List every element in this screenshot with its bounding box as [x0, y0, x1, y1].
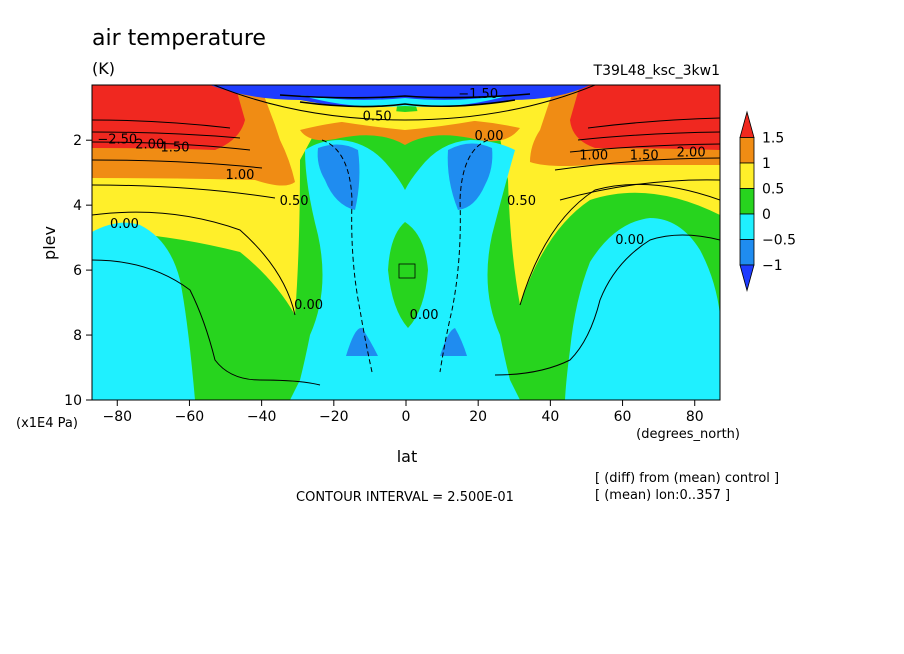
colorbar-segment [739, 162, 755, 189]
field-cyan-south [92, 222, 195, 400]
chart-units: (K) [92, 59, 115, 78]
colorbar-segment [739, 239, 755, 266]
colorbar-label: −1 [762, 258, 783, 274]
contour-label: 0.00 [615, 233, 644, 248]
x-axis-label: lat [397, 447, 418, 466]
y-tick-label: 4 [73, 198, 82, 214]
field-red-north [570, 85, 720, 150]
contour-label: 0.50 [507, 194, 536, 209]
field-blue-north-lower [440, 328, 467, 356]
contour-label: 2.00 [677, 145, 706, 160]
contour-line [554, 117, 720, 201]
contour-label: 1.50 [161, 141, 190, 156]
field-blue-north-upper [447, 143, 493, 210]
colorbar-segment [739, 213, 755, 240]
contour-label: 1.00 [226, 168, 255, 183]
contour-label: 0.00 [410, 308, 439, 323]
x-tick-label: 20 [469, 409, 487, 425]
colorbar: 1.5 1 0.5 0 −0.5 −1 [739, 110, 796, 293]
x-tick-label: 0 [402, 409, 411, 425]
y-tick-label: 10 [64, 393, 82, 409]
contour-lines [92, 85, 720, 386]
contour-interval: CONTOUR INTERVAL = 2.500E-01 [296, 490, 514, 505]
x-tick-label: −80 [102, 409, 132, 425]
experiment-label: T39L48_ksc_3kw1 [593, 63, 720, 79]
contour-label: 2.00 [135, 137, 164, 152]
x-tick-label: −20 [319, 409, 349, 425]
colorbar-segment [739, 110, 755, 138]
y-tick-label: 6 [73, 263, 82, 279]
x-tick-label: 80 [686, 409, 704, 425]
colorbar-segment [739, 188, 755, 215]
contour-label: 0.00 [294, 298, 323, 313]
colorbar-segment [739, 264, 755, 293]
contour-line [494, 234, 720, 376]
colorbar-label: 0 [762, 207, 771, 223]
chart-title: air temperature [92, 26, 266, 51]
field-cyan-north [565, 218, 720, 400]
y-axis-label: plev [40, 226, 59, 260]
y-axis-units: (x1E4 Pa) [16, 416, 78, 431]
mean-note: [ (mean) lon:0..357 ] [595, 488, 730, 503]
x-tick-label: 40 [541, 409, 559, 425]
field-orange-center [300, 119, 520, 145]
contour-label: 0.00 [110, 217, 139, 232]
contour-label: 0.50 [280, 194, 309, 209]
contour-line [321, 139, 373, 373]
contour-line [439, 139, 489, 373]
contour-label: −1.50 [458, 87, 498, 102]
contour-label: −2.50 [97, 132, 137, 147]
field-center-square [398, 263, 416, 279]
colorbar-label: 0.5 [762, 182, 784, 198]
contour-label: 1.00 [579, 149, 608, 164]
x-tick-label: 60 [614, 409, 632, 425]
contour-label: 1.50 [630, 149, 659, 164]
diff-note: [ (diff) from (mean) control ] [595, 471, 779, 486]
contour-line [92, 211, 296, 316]
field-green-center [388, 222, 428, 328]
contour-label: 0.50 [363, 110, 392, 125]
contour-labels: −2.502.001.501.000.500.000.000.000.000.5… [97, 87, 705, 323]
contour-line [519, 183, 720, 306]
colorbar-label: 1.5 [762, 131, 784, 147]
y-tick-label: 8 [73, 328, 82, 344]
contour-line [92, 119, 276, 199]
contour-line [213, 85, 596, 121]
plot-area [92, 85, 720, 400]
contour-label: 0.00 [475, 129, 504, 144]
contour-line [92, 259, 321, 386]
x-tick-label: −60 [175, 409, 205, 425]
contour-line [279, 93, 531, 108]
colorbar-segment [739, 137, 755, 164]
x-axis-ticks: −80 −60 −40 −20 0 20 40 60 80 [102, 400, 704, 425]
field-blue-south-upper [317, 144, 360, 210]
x-axis-units: (degrees_north) [636, 427, 740, 442]
colorbar-label: 1 [762, 156, 771, 172]
x-tick-label: −40 [247, 409, 277, 425]
field-red-south [92, 85, 245, 150]
y-tick-label: 2 [73, 133, 82, 149]
y-axis-ticks: 2 4 6 8 10 [64, 133, 92, 409]
field-blue-south-lower [346, 327, 378, 356]
colorbar-label: −0.5 [762, 233, 796, 249]
field-cyan-top [300, 95, 510, 107]
